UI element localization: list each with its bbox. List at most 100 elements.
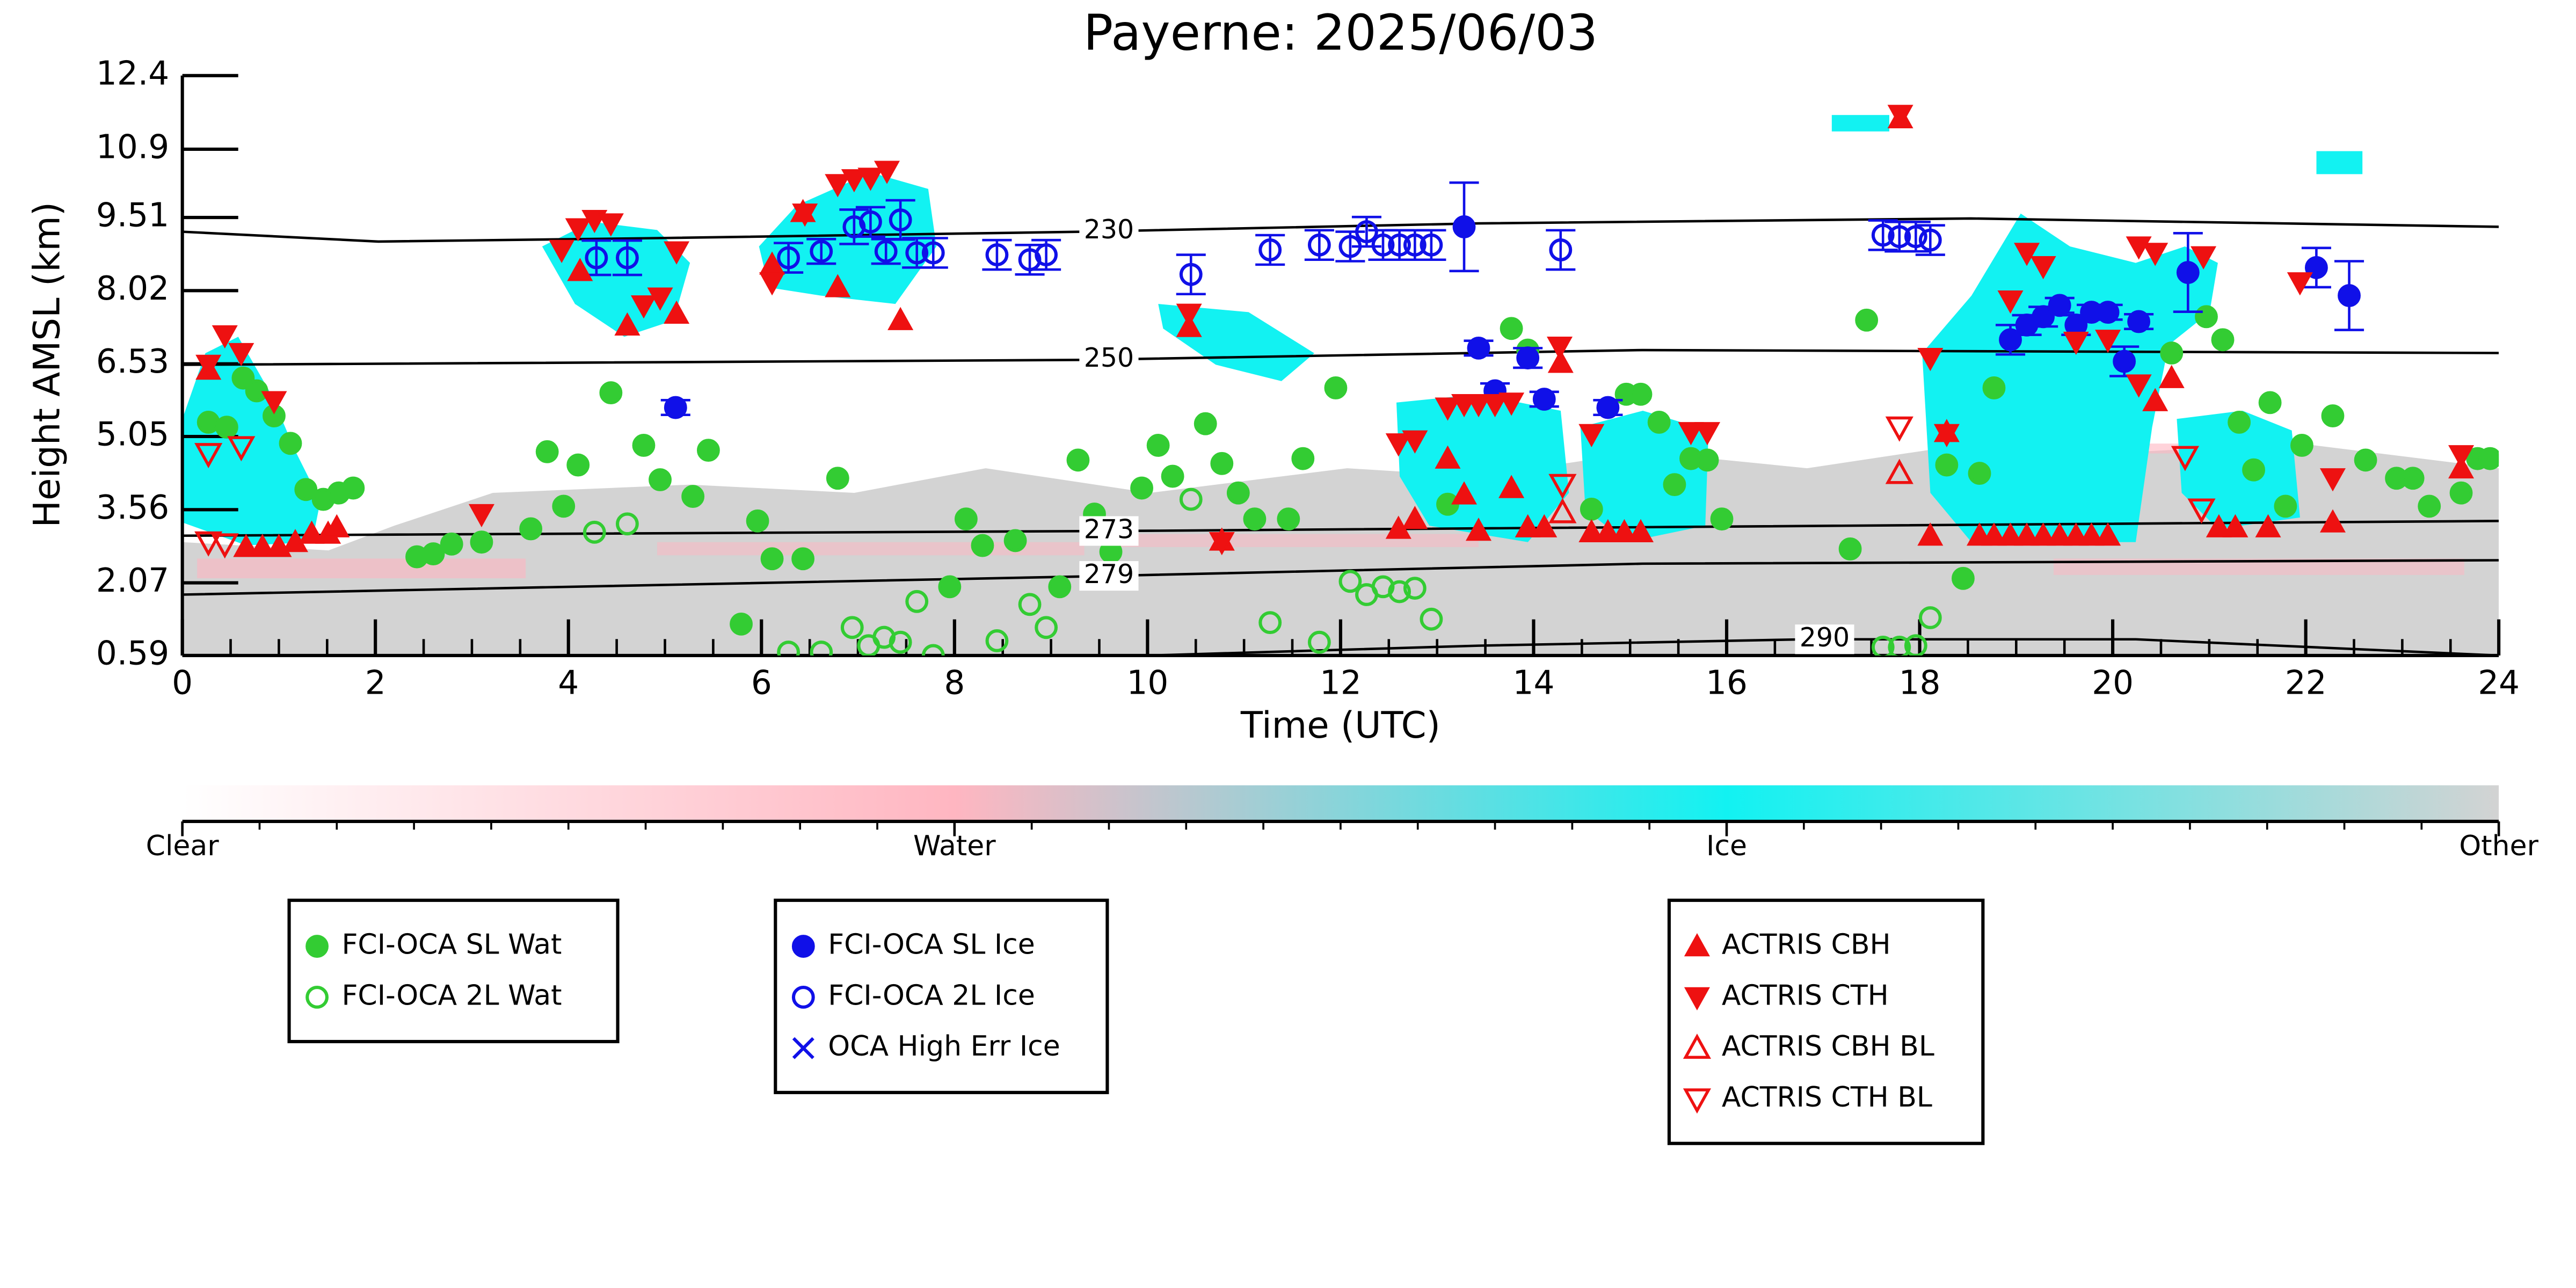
data-point — [1003, 529, 1027, 552]
error-bar — [885, 199, 915, 241]
legend-label: ACTRIS CBH BL — [1722, 1030, 1934, 1063]
data-point — [195, 354, 222, 379]
water-streak — [1117, 534, 1479, 547]
data-point — [905, 241, 929, 265]
data-point — [664, 241, 690, 265]
data-point — [730, 612, 753, 636]
data-point — [615, 246, 639, 270]
y-tick-label: 12.4 — [96, 54, 169, 92]
data-point — [649, 468, 672, 491]
data-point — [212, 325, 238, 349]
data-point — [2449, 481, 2473, 505]
data-point — [1130, 476, 1154, 500]
data-point — [2176, 261, 2200, 284]
legend-marker — [791, 935, 815, 958]
data-point — [2142, 243, 2169, 266]
data-point — [1548, 474, 1577, 499]
data-point — [826, 467, 849, 490]
data-point — [921, 644, 945, 656]
y-tick-label: 9.51 — [96, 197, 169, 235]
data-point — [1277, 507, 1300, 531]
x-tick-label: 12 — [1320, 664, 1362, 702]
data-point — [1243, 507, 1267, 531]
x-tick-label: 2 — [365, 664, 386, 702]
data-point — [889, 630, 912, 654]
data-point — [921, 241, 945, 265]
other-region — [182, 443, 2499, 656]
error-bar — [1176, 253, 1206, 296]
data-point — [227, 436, 256, 462]
ice-region — [1580, 410, 1709, 542]
data-point — [746, 509, 769, 533]
legend-marker — [305, 935, 329, 958]
data-point — [1918, 228, 1942, 252]
data-point — [1580, 497, 1603, 521]
data-point — [1371, 575, 1395, 599]
data-point — [1209, 532, 1235, 556]
x-tick-label: 4 — [558, 664, 579, 702]
data-point — [194, 531, 223, 557]
data-point — [1179, 263, 1203, 286]
data-point — [632, 434, 656, 457]
data-point — [1516, 346, 1540, 370]
data-point — [681, 485, 705, 508]
data-point — [1291, 447, 1315, 470]
data-point — [1595, 519, 1621, 543]
data-point — [2255, 514, 2281, 537]
data-point — [1388, 233, 1411, 257]
data-point — [1952, 566, 1975, 590]
legend-label: FCI-OCA 2L Ice — [828, 979, 1035, 1012]
legend-box — [774, 898, 1109, 1094]
data-point — [1904, 225, 1927, 249]
legend-marker — [305, 985, 329, 1009]
data-point — [2418, 494, 2441, 518]
data-point — [2354, 448, 2377, 472]
isotherm-label-bg — [1079, 216, 1139, 246]
y-tick-label: 2.07 — [96, 562, 169, 600]
data-point — [905, 590, 929, 613]
y-axis-title: Height AMSL (km) — [26, 202, 68, 528]
data-point — [1402, 430, 1428, 454]
y-tick-label: 6.53 — [96, 343, 169, 381]
data-point — [2319, 468, 2346, 492]
legend-label: ACTRIS CTH BL — [1722, 1081, 1932, 1114]
data-point — [889, 208, 912, 232]
data-point — [598, 213, 624, 237]
data-point — [810, 641, 833, 656]
data-point — [1498, 392, 1525, 416]
data-point — [210, 533, 239, 559]
data-point — [1307, 233, 1331, 257]
data-point — [231, 366, 255, 390]
x-tick-label: 6 — [751, 664, 772, 702]
data-point — [1549, 238, 1573, 261]
data-point — [245, 379, 268, 403]
data-point — [2290, 434, 2313, 457]
data-point — [1420, 607, 1443, 631]
data-point — [1403, 577, 1427, 600]
data-point — [1596, 396, 1620, 419]
data-point — [1146, 434, 1170, 457]
data-point — [841, 169, 867, 193]
data-point — [552, 494, 576, 518]
data-point — [777, 641, 801, 656]
legend-label: FCI-OCA SL Wat — [341, 929, 562, 961]
isotherm-label: 250 — [1084, 343, 1134, 373]
data-point — [228, 343, 254, 367]
data-point — [2126, 374, 2152, 398]
legend-marker — [791, 985, 815, 1009]
data-point — [1324, 376, 1348, 399]
data-point — [842, 215, 866, 238]
data-point — [760, 547, 784, 571]
data-point — [2063, 331, 2089, 355]
data-point — [2078, 522, 2105, 546]
data-point — [2158, 365, 2185, 388]
data-point — [2095, 522, 2121, 546]
data-point — [1871, 635, 1895, 656]
legend-marker — [792, 1037, 814, 1059]
legend-label: ACTRIS CBH — [1722, 929, 1891, 961]
ice-region — [542, 222, 690, 337]
data-point — [1885, 459, 1913, 484]
data-point — [1066, 448, 1090, 472]
data-point — [857, 168, 884, 191]
data-point — [2171, 446, 2200, 471]
